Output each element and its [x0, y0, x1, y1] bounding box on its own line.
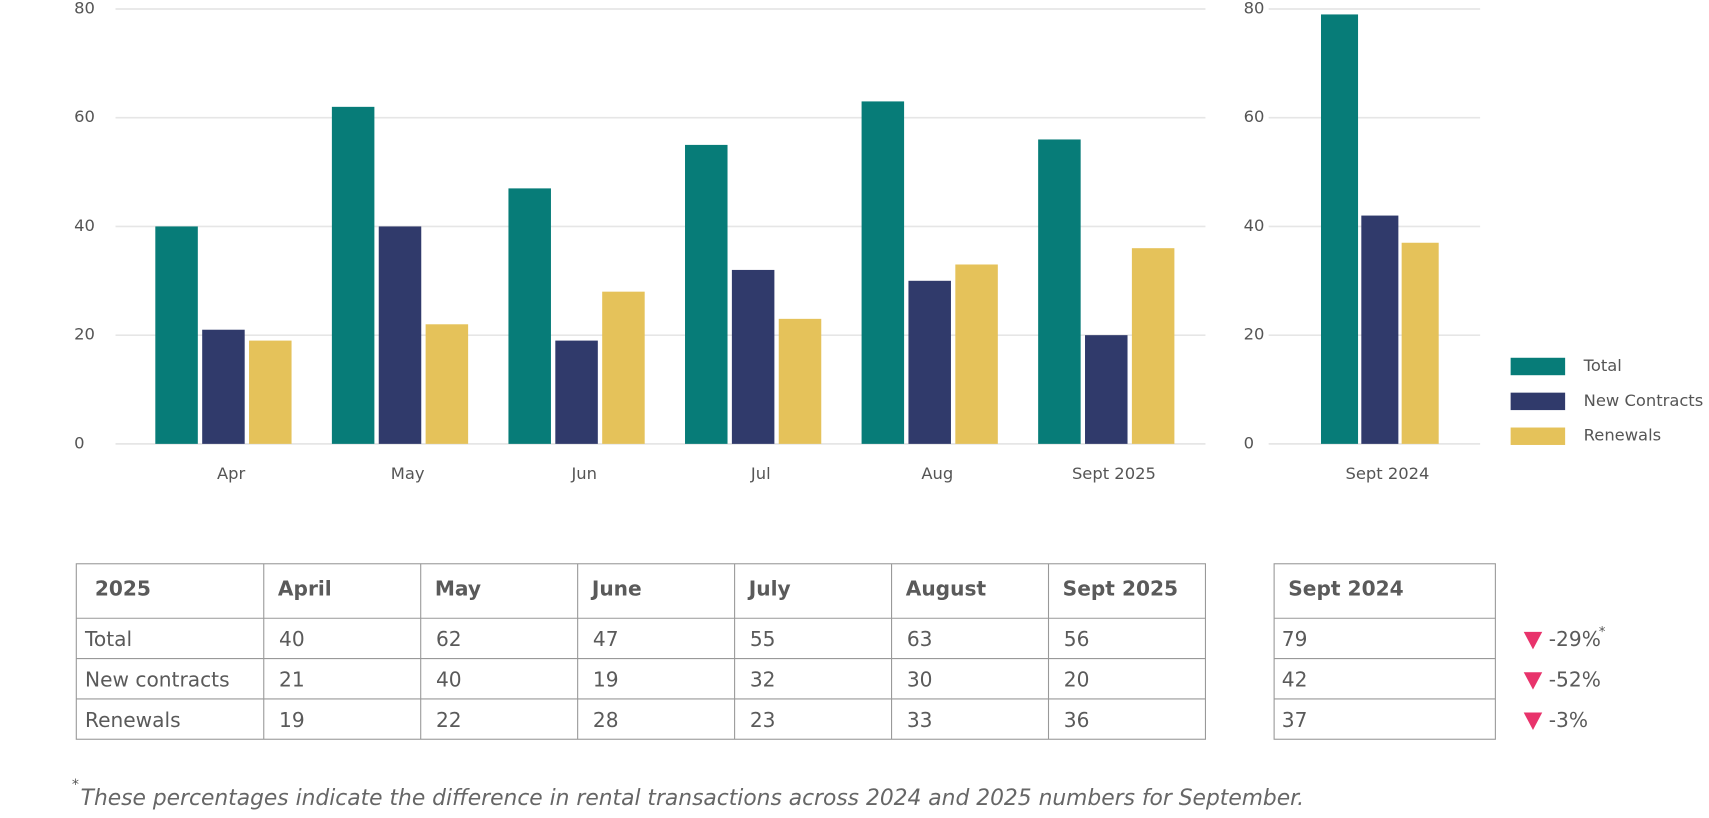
- table-cell: 40: [436, 667, 462, 691]
- table-cell: 19: [279, 708, 305, 732]
- table-cell: 19: [593, 667, 619, 691]
- bar: [685, 144, 728, 444]
- table-cell: 79: [1282, 627, 1308, 651]
- bar: [1361, 215, 1399, 444]
- footnote: These percentages indicate the differenc…: [81, 786, 1304, 811]
- table-cell: 36: [1064, 708, 1090, 732]
- table-cell: 63: [907, 627, 933, 651]
- table-cell: Total: [84, 627, 132, 651]
- legend-label: Renewals: [1584, 426, 1661, 445]
- y-tick-label: 20: [74, 325, 95, 344]
- legend-swatch: [1510, 357, 1566, 376]
- bar: [202, 329, 245, 444]
- x-tick-label: Jul: [750, 464, 771, 483]
- legend-label: Total: [1583, 356, 1622, 375]
- bar: [731, 269, 775, 444]
- x-tick-label: Aug: [921, 464, 953, 483]
- change-label: -29%: [1549, 627, 1601, 651]
- y-tick-label: 80: [74, 0, 95, 17]
- change-label: -52%: [1549, 667, 1601, 691]
- table-cell: 33: [907, 708, 933, 732]
- bar: [555, 340, 598, 444]
- bar: [508, 188, 551, 444]
- bar: [331, 106, 375, 444]
- bar: [425, 324, 469, 444]
- table-cell: 22: [436, 708, 462, 732]
- x-tick-label: Sept 2025: [1072, 464, 1156, 483]
- y-tick-label: 0: [74, 433, 84, 452]
- y-tick-label: 20: [1244, 325, 1265, 344]
- table-cell: 42: [1282, 667, 1308, 691]
- y-tick-label: 0: [1244, 433, 1254, 452]
- table-border: [75, 563, 1207, 740]
- bar: [1401, 242, 1439, 444]
- bar: [249, 340, 292, 444]
- table-border: [1273, 563, 1496, 740]
- footnote-marker: *: [1599, 625, 1606, 640]
- table-cell: 21: [279, 667, 305, 691]
- y-tick-label: 40: [74, 216, 95, 235]
- bar: [1038, 139, 1081, 444]
- x-tick-label: Jun: [570, 464, 597, 483]
- bar: [602, 291, 645, 444]
- table-header: July: [747, 576, 791, 600]
- table-cell: 40: [279, 627, 305, 651]
- table-cell: 32: [750, 667, 776, 691]
- bar: [908, 280, 951, 444]
- table-header: 2025: [95, 576, 151, 600]
- table-cell: 56: [1064, 627, 1090, 651]
- table-cell: 55: [750, 627, 776, 651]
- change-label: -3%: [1549, 708, 1588, 732]
- legend-label: New Contracts: [1584, 391, 1704, 410]
- bar: [1131, 248, 1175, 444]
- table-cell: 62: [436, 627, 462, 651]
- bar: [378, 226, 422, 444]
- table-header: April: [278, 576, 332, 600]
- table-cell: New contracts: [85, 667, 230, 691]
- table-header: Sept 2025: [1063, 576, 1178, 600]
- down-arrow: [1523, 712, 1543, 730]
- table-cell: 47: [593, 627, 619, 651]
- bar: [955, 264, 998, 444]
- y-tick-label: 40: [1244, 216, 1265, 235]
- y-tick-label: 60: [74, 107, 95, 126]
- table-cell: 20: [1064, 667, 1090, 691]
- y-tick-label: 80: [1244, 0, 1265, 17]
- down-arrow: [1523, 631, 1543, 650]
- table-cell: Renewals: [85, 708, 181, 732]
- table-header: June: [590, 576, 642, 600]
- bar: [778, 318, 822, 444]
- x-tick-label: Apr: [217, 464, 246, 483]
- y-tick-label: 60: [1244, 107, 1265, 126]
- down-arrow: [1523, 672, 1543, 690]
- table-header: August: [906, 576, 987, 600]
- bar: [1085, 335, 1128, 444]
- legend-swatch: [1510, 392, 1566, 411]
- table-header: Sept 2024: [1288, 576, 1403, 600]
- legend-swatch: [1510, 427, 1566, 445]
- bar: [861, 101, 905, 444]
- table-cell: 37: [1282, 708, 1308, 732]
- bar: [1320, 14, 1359, 444]
- table-cell: 28: [593, 708, 619, 732]
- x-tick-label: Sept 2024: [1346, 464, 1430, 483]
- table-cell: 30: [907, 667, 933, 691]
- table-cell: 23: [750, 708, 776, 732]
- bar: [155, 226, 198, 444]
- table-header: May: [435, 576, 481, 600]
- x-tick-label: May: [391, 464, 425, 483]
- footnote-marker: *: [72, 777, 79, 793]
